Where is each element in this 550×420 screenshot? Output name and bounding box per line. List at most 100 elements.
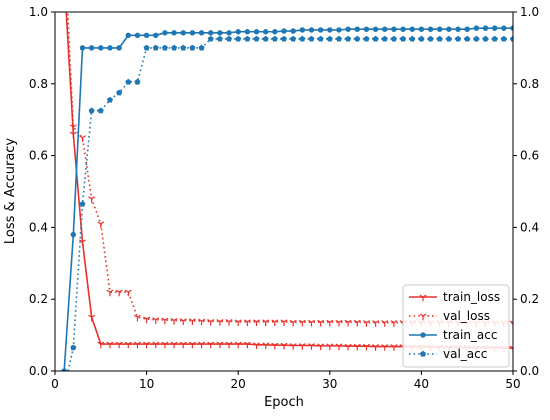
data-point-val_acc bbox=[280, 35, 288, 42]
data-point-val_loss bbox=[124, 289, 132, 297]
data-point-train_loss bbox=[124, 341, 132, 349]
data-point-val_loss bbox=[88, 196, 96, 203]
data-point-train_acc bbox=[354, 26, 360, 32]
x-tick-label: 40 bbox=[414, 377, 429, 391]
data-point-val_acc bbox=[198, 44, 205, 51]
data-point-val_acc bbox=[326, 35, 333, 42]
data-point-train_loss bbox=[362, 343, 370, 351]
series-line-val_loss bbox=[66, 12, 513, 324]
data-point-val_acc bbox=[143, 44, 150, 51]
data-point-train_acc bbox=[372, 26, 379, 32]
data-point-train_loss bbox=[390, 344, 398, 351]
data-point-val_acc bbox=[317, 35, 324, 42]
data-point-val_acc bbox=[161, 44, 168, 51]
data-point-train_acc bbox=[491, 25, 498, 31]
legend-label-train_loss: train_loss bbox=[443, 290, 500, 304]
legend-marker-val_acc bbox=[419, 350, 427, 357]
legend-label-train_acc: train_acc bbox=[443, 328, 497, 342]
data-point-val_acc bbox=[491, 35, 498, 42]
data-point-val_acc bbox=[189, 44, 196, 51]
data-point-train_acc bbox=[418, 26, 425, 32]
series-val_acc bbox=[67, 35, 513, 371]
data-point-val_loss bbox=[335, 319, 343, 327]
data-point-val_loss bbox=[381, 320, 389, 327]
y-tick-label-left: 0.6 bbox=[29, 149, 48, 163]
data-point-train_loss bbox=[271, 342, 279, 350]
data-point-train_loss bbox=[216, 341, 224, 349]
data-point-val_acc bbox=[445, 35, 452, 42]
data-point-val_acc bbox=[473, 35, 480, 42]
legend-marker-train_loss bbox=[419, 294, 427, 302]
data-point-train_acc bbox=[116, 45, 122, 51]
data-point-val_acc bbox=[345, 35, 352, 42]
data-point-val_loss bbox=[207, 319, 215, 326]
y-tick-label-right: 1.0 bbox=[520, 5, 539, 19]
data-point-train_acc bbox=[363, 26, 370, 32]
data-point-val_acc bbox=[152, 44, 159, 51]
data-point-train_loss bbox=[317, 343, 325, 351]
data-point-val_loss bbox=[161, 317, 169, 325]
data-point-val_loss bbox=[344, 319, 352, 327]
data-point-train_loss bbox=[262, 342, 270, 349]
data-point-train_acc bbox=[70, 231, 77, 238]
data-point-train_loss bbox=[161, 341, 169, 349]
data-point-val_acc bbox=[88, 107, 95, 114]
data-point-val_acc bbox=[381, 35, 388, 42]
data-point-train_loss bbox=[207, 341, 215, 349]
x-tick-label: 30 bbox=[322, 377, 337, 391]
data-point-val_loss bbox=[307, 319, 315, 327]
data-point-train_acc bbox=[208, 30, 214, 36]
data-point-train_loss bbox=[326, 343, 334, 351]
data-point-train_acc bbox=[125, 32, 131, 39]
y-axis-label: Loss & Accuracy bbox=[3, 138, 18, 245]
data-point-val_loss bbox=[152, 317, 160, 324]
data-point-train_acc bbox=[290, 28, 296, 34]
y-tick-label-left: 0.8 bbox=[29, 77, 48, 91]
data-point-train_acc bbox=[107, 45, 113, 51]
x-tick-label: 50 bbox=[505, 377, 520, 391]
data-point-val_loss bbox=[298, 319, 306, 327]
data-point-val_loss bbox=[280, 319, 288, 327]
y-tick-label-right: 0.4 bbox=[520, 220, 539, 234]
data-point-train_acc bbox=[217, 30, 223, 36]
legend-label-val_loss: val_loss bbox=[443, 309, 490, 323]
data-point-train_loss bbox=[69, 131, 77, 139]
data-point-train_acc bbox=[482, 25, 489, 31]
data-point-train_loss bbox=[198, 341, 206, 349]
data-point-val_loss bbox=[106, 289, 114, 297]
data-point-train_acc bbox=[317, 27, 324, 33]
data-point-train_loss bbox=[298, 343, 306, 350]
data-point-train_acc bbox=[226, 30, 232, 36]
data-point-val_acc bbox=[262, 35, 269, 42]
data-point-train_loss bbox=[353, 343, 361, 351]
data-point-val_acc bbox=[418, 35, 425, 42]
series-val_loss bbox=[66, 12, 513, 328]
data-point-val_loss bbox=[234, 319, 242, 327]
data-point-train_acc bbox=[455, 26, 461, 32]
data-point-val_acc bbox=[125, 78, 132, 85]
data-point-train_loss bbox=[372, 344, 380, 351]
data-point-train_acc bbox=[308, 27, 315, 33]
data-point-val_acc bbox=[455, 35, 462, 42]
legend-marker-val_loss bbox=[419, 313, 427, 321]
data-point-val_loss bbox=[353, 319, 361, 327]
data-point-train_loss bbox=[225, 341, 233, 349]
x-tick-label: 10 bbox=[139, 377, 154, 391]
data-point-val_acc bbox=[354, 35, 361, 42]
data-point-val_acc bbox=[171, 44, 178, 51]
data-point-val_acc bbox=[482, 35, 489, 42]
data-point-train_loss bbox=[509, 345, 513, 353]
legend-box bbox=[402, 284, 510, 368]
data-point-train_acc bbox=[464, 26, 470, 32]
data-point-train_loss bbox=[152, 341, 160, 349]
series-train_acc bbox=[61, 25, 513, 371]
x-axis-label: Epoch bbox=[264, 395, 304, 410]
data-point-val_loss bbox=[243, 319, 251, 327]
data-point-train_loss bbox=[243, 341, 251, 349]
data-point-val_loss bbox=[216, 319, 224, 326]
data-point-train_acc bbox=[189, 30, 196, 36]
data-point-val_loss bbox=[372, 320, 380, 327]
data-point-train_acc bbox=[400, 26, 406, 32]
data-point-train_acc bbox=[180, 30, 186, 36]
